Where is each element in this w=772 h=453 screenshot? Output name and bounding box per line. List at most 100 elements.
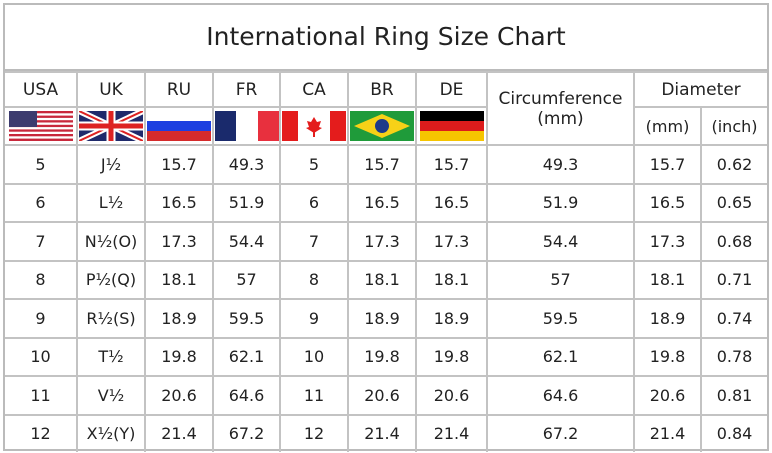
- cell-de: 19.8: [415, 336, 488, 377]
- cell-ca: 7: [279, 221, 349, 262]
- cell-diameter-inch: 0.74: [700, 298, 767, 339]
- cell-br: 17.3: [347, 221, 417, 262]
- uk-flag-icon: [76, 106, 146, 145]
- cell-de: 20.6: [415, 375, 488, 416]
- cell-usa: 6: [5, 182, 78, 223]
- cell-ru: 17.3: [144, 221, 214, 262]
- cell-diameter-mm: 20.6: [633, 375, 702, 416]
- cell-ru: 18.9: [144, 298, 214, 339]
- cell-ru: 18.1: [144, 259, 214, 300]
- header-diameter-mm: (mm): [633, 106, 702, 145]
- table-row: 10 T½ 19.8 62.1 10 19.8 19.8 62.1 19.8 0.78: [5, 336, 767, 377]
- cell-fr: 51.9: [212, 182, 281, 223]
- cell-usa: 12: [5, 413, 78, 452]
- cell-diameter-mm: 19.8: [633, 336, 702, 377]
- cell-usa: 7: [5, 221, 78, 262]
- cell-usa: 11: [5, 375, 78, 416]
- cell-ru: 21.4: [144, 413, 214, 452]
- header-br: BR: [347, 71, 417, 108]
- cell-uk: L½: [76, 182, 146, 223]
- cell-diameter-mm: 21.4: [633, 413, 702, 452]
- header-circumference: Circumference (mm): [486, 71, 635, 146]
- cell-diameter-mm: 18.9: [633, 298, 702, 339]
- cell-circumference-mm: 51.9: [486, 182, 635, 223]
- cell-diameter-inch: 0.78: [700, 336, 767, 377]
- cell-de: 18.1: [415, 259, 488, 300]
- table-row: 8 P½(Q) 18.1 57 8 18.1 18.1 57 18.1 0.71: [5, 259, 767, 300]
- cell-fr: 64.6: [212, 375, 281, 416]
- cell-diameter-mm: 16.5: [633, 182, 702, 223]
- cell-fr: 62.1: [212, 336, 281, 377]
- header-uk: UK: [76, 71, 146, 108]
- cell-usa: 9: [5, 298, 78, 339]
- cell-ca: 6: [279, 182, 349, 223]
- cell-br: 18.9: [347, 298, 417, 339]
- cell-fr: 57: [212, 259, 281, 300]
- cell-circumference-mm: 57: [486, 259, 635, 300]
- cell-diameter-mm: 15.7: [633, 144, 702, 185]
- cell-usa: 8: [5, 259, 78, 300]
- header-diameter-inch: (inch): [700, 106, 767, 145]
- table-row: 11 V½ 20.6 64.6 11 20.6 20.6 64.6 20.6 0.81: [5, 375, 767, 416]
- cell-usa: 10: [5, 336, 78, 377]
- table-row: 5 J½ 15.7 49.3 5 15.7 15.7 49.3 15.7 0.62: [5, 144, 767, 185]
- cell-ca: 12: [279, 413, 349, 452]
- ring-size-chart: International Ring Size Chart USA UK RU …: [3, 3, 769, 452]
- header-fr: FR: [212, 71, 281, 108]
- cell-br: 21.4: [347, 413, 417, 452]
- cell-fr: 59.5: [212, 298, 281, 339]
- table-row: 12 X½(Y) 21.4 67.2 12 21.4 21.4 67.2 21.4 0.84: [5, 413, 767, 452]
- cell-ru: 19.8: [144, 336, 214, 377]
- cell-uk: J½: [76, 144, 146, 185]
- header-ca: CA: [279, 71, 349, 108]
- us-flag-icon: [5, 106, 78, 145]
- cell-uk: N½(O): [76, 221, 146, 262]
- cell-ru: 16.5: [144, 182, 214, 223]
- table-row: 9 R½(S) 18.9 59.5 9 18.9 18.9 59.5 18.9 0.74: [5, 298, 767, 339]
- cell-de: 17.3: [415, 221, 488, 262]
- size-table: USA UK RU FR CA BR DE Circumference (mm) …: [5, 71, 767, 452]
- cell-br: 15.7: [347, 144, 417, 185]
- cell-uk: T½: [76, 336, 146, 377]
- cell-uk: P½(Q): [76, 259, 146, 300]
- header-ru: RU: [144, 71, 214, 108]
- russia-flag-icon: [144, 106, 214, 145]
- cell-circumference-mm: 59.5: [486, 298, 635, 339]
- cell-uk: V½: [76, 375, 146, 416]
- cell-diameter-inch: 0.65: [700, 182, 767, 223]
- cell-ca: 10: [279, 336, 349, 377]
- cell-diameter-inch: 0.71: [700, 259, 767, 300]
- cell-ca: 5: [279, 144, 349, 185]
- cell-br: 20.6: [347, 375, 417, 416]
- cell-ca: 8: [279, 259, 349, 300]
- cell-de: 15.7: [415, 144, 488, 185]
- germany-flag-icon: [415, 106, 488, 145]
- circumference-label: Circumference: [498, 88, 623, 109]
- header-de: DE: [415, 71, 488, 108]
- cell-ru: 20.6: [144, 375, 214, 416]
- brazil-flag-icon: [347, 106, 417, 145]
- cell-de: 21.4: [415, 413, 488, 452]
- canada-flag-icon: [279, 106, 349, 145]
- cell-uk: X½(Y): [76, 413, 146, 452]
- cell-usa: 5: [5, 144, 78, 185]
- cell-diameter-inch: 0.62: [700, 144, 767, 185]
- cell-br: 19.8: [347, 336, 417, 377]
- cell-diameter-inch: 0.68: [700, 221, 767, 262]
- cell-de: 16.5: [415, 182, 488, 223]
- cell-fr: 49.3: [212, 144, 281, 185]
- circumference-unit: (mm): [537, 108, 584, 129]
- cell-diameter-inch: 0.84: [700, 413, 767, 452]
- cell-diameter-mm: 18.1: [633, 259, 702, 300]
- header-diameter: Diameter: [633, 71, 767, 108]
- cell-fr: 67.2: [212, 413, 281, 452]
- cell-de: 18.9: [415, 298, 488, 339]
- cell-circumference-mm: 67.2: [486, 413, 635, 452]
- cell-br: 18.1: [347, 259, 417, 300]
- table-row: 6 L½ 16.5 51.9 6 16.5 16.5 51.9 16.5 0.65: [5, 182, 767, 223]
- cell-diameter-inch: 0.81: [700, 375, 767, 416]
- cell-ca: 9: [279, 298, 349, 339]
- chart-title: International Ring Size Chart: [5, 5, 767, 71]
- cell-circumference-mm: 54.4: [486, 221, 635, 262]
- cell-fr: 54.4: [212, 221, 281, 262]
